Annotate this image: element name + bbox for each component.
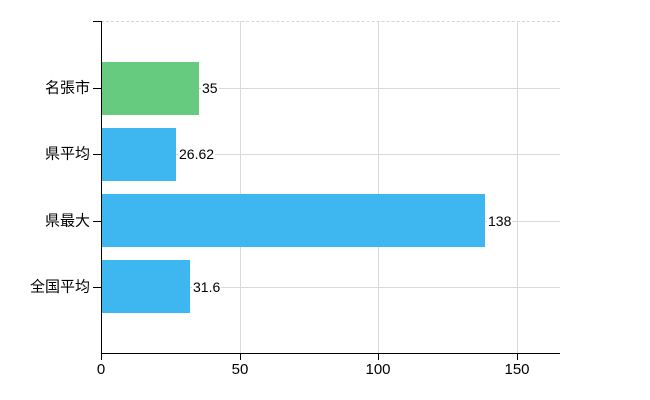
bar (102, 128, 176, 181)
bar (102, 194, 485, 247)
y-axis-tick (93, 221, 101, 222)
x-axis-tick-label: 100 (365, 361, 391, 378)
x-axis-tick (101, 353, 102, 360)
category-label: 名張市 (44, 79, 90, 97)
bar-value-label: 35 (201, 80, 219, 96)
grid-line-vertical (240, 21, 241, 353)
y-axis-line (101, 21, 102, 354)
x-axis-tick (378, 353, 379, 360)
grid-line-horizontal (101, 88, 560, 89)
grid-line-vertical (517, 21, 518, 353)
x-axis-tick-label: 50 (231, 361, 249, 378)
grid-line-horizontal (101, 287, 560, 288)
bar-value-label: 138 (487, 213, 513, 229)
bar-value-label: 31.6 (192, 279, 222, 295)
bar-value-label: 26.62 (178, 146, 216, 162)
grid-line-horizontal (101, 154, 560, 155)
y-axis-tick (93, 287, 101, 288)
category-label: 県最大 (44, 212, 90, 230)
bar (102, 62, 199, 115)
x-axis-line (101, 353, 560, 354)
y-axis-top-tick (93, 21, 101, 22)
category-label: 全国平均 (29, 278, 90, 296)
category-label: 県平均 (44, 145, 90, 163)
x-axis-tick (517, 353, 518, 360)
x-axis-tick-label: 0 (96, 361, 106, 378)
grid-line-vertical (378, 21, 379, 353)
plot-top-border (101, 21, 560, 22)
y-axis-tick (93, 154, 101, 155)
bar (102, 260, 190, 313)
x-axis-tick (240, 353, 241, 360)
y-axis-tick (93, 88, 101, 89)
x-axis-tick-label: 150 (504, 361, 530, 378)
